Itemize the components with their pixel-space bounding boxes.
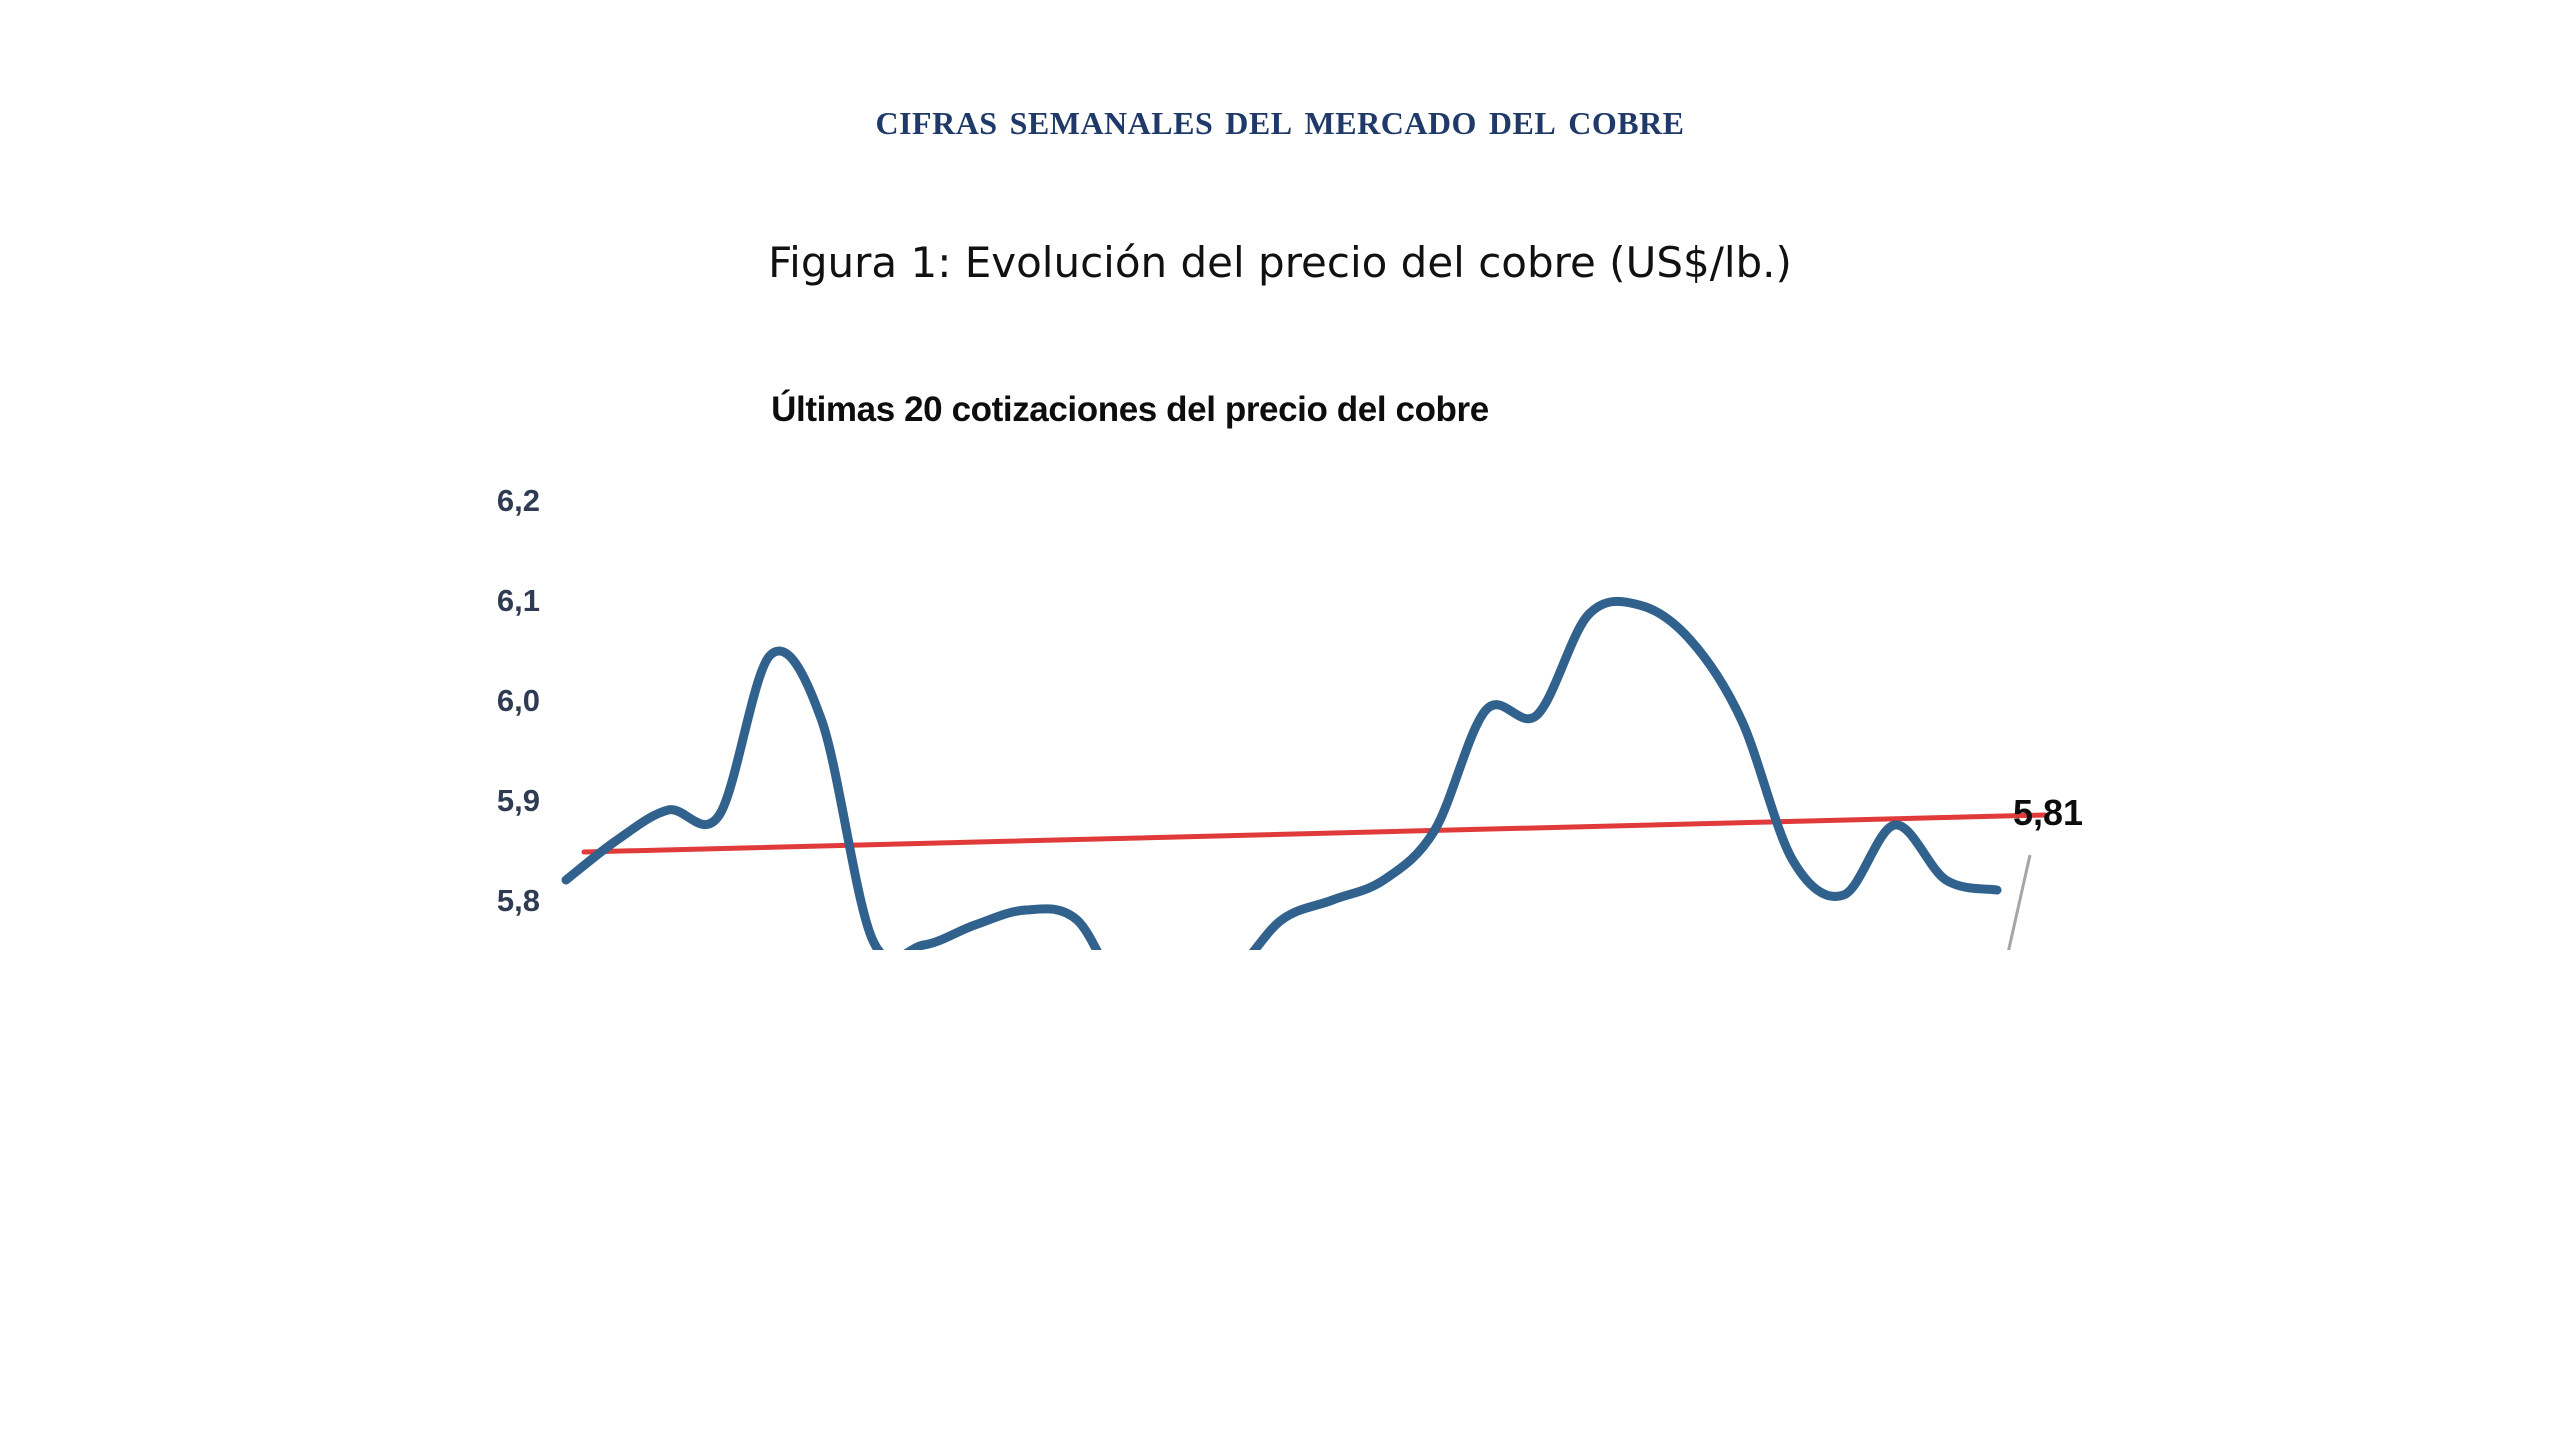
figure-caption: Figura 1: Evolución del precio del cobre… bbox=[768, 238, 1792, 287]
y-axis-labels: 6,2 6,1 6,0 5,9 5,8 5,7 5,6 5,5 5,4 bbox=[497, 483, 540, 918]
data-label-leader-line bbox=[2007, 854, 2032, 950]
trendline-series bbox=[581, 812, 2048, 855]
last-value-data-label: 5,81 bbox=[2013, 792, 2083, 833]
y-tick-label: 5,9 bbox=[497, 783, 540, 818]
y-tick-label: 6,2 bbox=[497, 483, 540, 518]
chart-plot: 6,2 6,1 6,0 5,9 5,8 5,7 5,6 5,5 5,4 bbox=[497, 483, 2083, 950]
chart-title: Últimas 20 cotizaciones del precio del c… bbox=[771, 390, 1489, 429]
price-series-line bbox=[561, 596, 2002, 950]
y-tick-label: 6,0 bbox=[497, 683, 540, 718]
y-tick-label: 5,8 bbox=[497, 883, 540, 918]
chart-container: Últimas 20 cotizaciones del precio del c… bbox=[440, 390, 2120, 950]
y-tick-label: 6,1 bbox=[497, 583, 540, 618]
document-title: Cifras semanales del mercado del cobre bbox=[875, 93, 1685, 144]
